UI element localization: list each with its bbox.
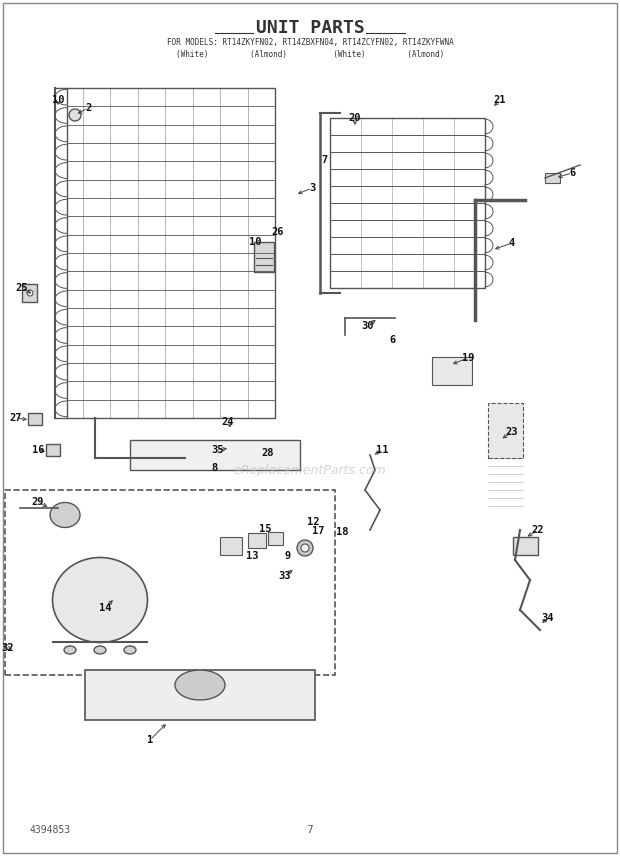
Ellipse shape [297,540,313,556]
Text: 7: 7 [322,155,328,165]
Bar [220,537,242,555]
Text: (White)         (Almond)          (White)         (Almond): (White) (Almond) (White) (Almond) [176,50,444,58]
Text: 10: 10 [249,237,261,247]
Text: 22: 22 [532,525,544,535]
Text: 20: 20 [348,113,361,123]
Text: 28: 28 [262,448,274,458]
Text: 34: 34 [542,613,554,623]
Text: 25: 25 [16,283,29,293]
Text: 2: 2 [85,103,91,113]
Ellipse shape [53,557,148,643]
Bar [488,403,523,458]
Text: 18: 18 [336,527,348,537]
Text: 32: 32 [2,643,14,653]
Bar [330,118,485,288]
Ellipse shape [301,544,309,552]
Text: 11: 11 [376,445,388,455]
Text: 8: 8 [211,463,217,473]
Text: 13: 13 [246,551,259,561]
Text: 10: 10 [51,95,64,105]
Ellipse shape [64,646,76,654]
Bar [513,537,538,555]
Bar [130,440,300,470]
Ellipse shape [124,646,136,654]
Ellipse shape [50,502,80,527]
Ellipse shape [175,670,225,700]
Text: 21: 21 [494,95,507,105]
Bar [268,532,283,545]
Bar [67,88,275,418]
Text: 26: 26 [272,227,284,237]
Bar [46,444,60,456]
Bar [254,242,274,272]
Text: 27: 27 [10,413,22,423]
Text: 24: 24 [222,417,234,427]
Bar [22,284,37,302]
Text: 15: 15 [259,524,272,534]
Text: 6: 6 [569,168,575,178]
Text: 17: 17 [312,526,324,536]
Bar [545,173,560,183]
Text: 30: 30 [361,321,374,331]
Text: 4394853: 4394853 [30,825,71,835]
Text: 3: 3 [309,183,315,193]
Text: 14: 14 [99,603,111,613]
Ellipse shape [94,646,106,654]
Ellipse shape [69,109,81,121]
Text: eReplacementParts.com: eReplacementParts.com [234,463,386,477]
Text: 29: 29 [32,497,44,507]
Bar [28,413,42,425]
Ellipse shape [27,290,33,296]
Text: 1: 1 [147,735,153,745]
Text: 16: 16 [32,445,44,455]
Text: UNIT PARTS: UNIT PARTS [255,19,365,37]
Text: 33: 33 [279,571,291,581]
Text: 9: 9 [285,551,291,561]
Text: 19: 19 [462,353,474,363]
Text: 4: 4 [509,238,515,248]
Text: 23: 23 [506,427,518,437]
Text: 7: 7 [307,825,313,835]
Bar [248,533,266,548]
Text: 6: 6 [389,335,395,345]
Bar [5,490,335,675]
Bar [432,357,472,385]
Text: FOR MODELS: RT14ZKYFN02, RT14ZBXFN04, RT14ZCYFN02, RT14ZKYFWNA: FOR MODELS: RT14ZKYFN02, RT14ZBXFN04, RT… [167,38,453,46]
Text: 12: 12 [307,517,319,527]
Text: 35: 35 [212,445,224,455]
Bar [85,670,315,720]
